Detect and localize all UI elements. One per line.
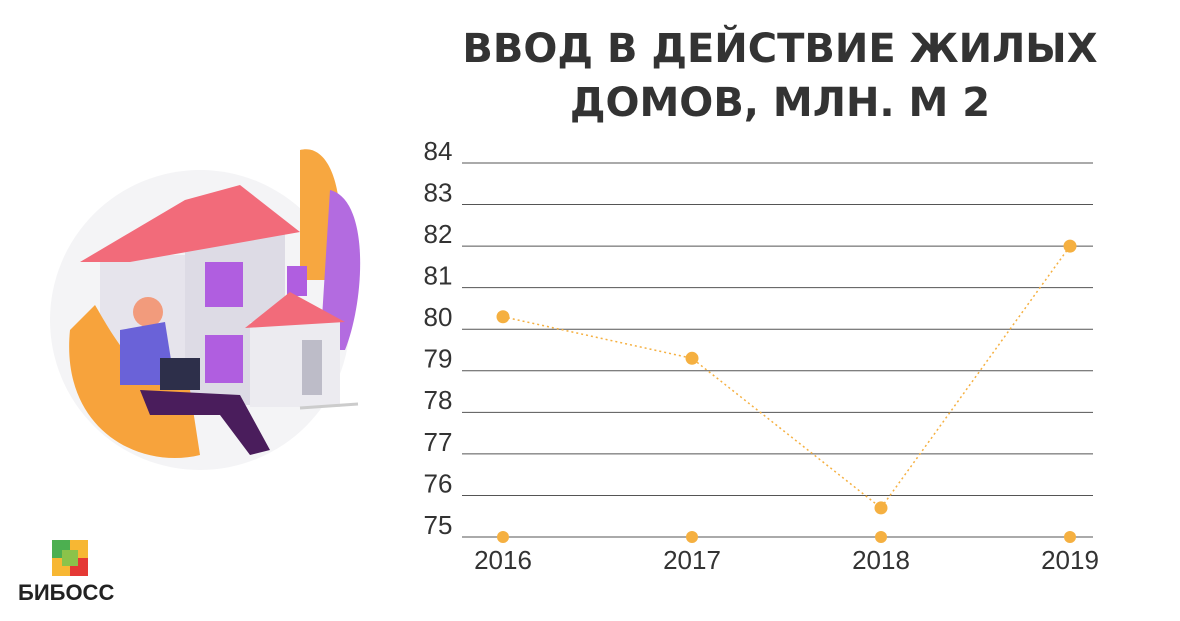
y-tick-label: 84 — [424, 136, 453, 166]
x-tick-label: 2016 — [474, 545, 532, 575]
x-tick-dot — [497, 531, 509, 543]
x-tick-dot — [875, 531, 887, 543]
chart-title: ВВОД В ДЕЙСТВИЕ ЖИЛЫХ ДОМОВ, МЛН. М 2 — [462, 26, 1098, 126]
x-tick-dot — [686, 531, 698, 543]
x-tick-label: 2019 — [1041, 545, 1099, 575]
x-tick-dot — [1064, 531, 1076, 543]
y-tick-label: 82 — [424, 219, 453, 249]
line — [502, 245, 1071, 509]
y-tick-label: 75 — [424, 510, 453, 540]
point — [874, 501, 888, 515]
x-tick-label: 2017 — [663, 545, 721, 575]
point — [1063, 239, 1077, 253]
x-tick-label: 2018 — [852, 545, 910, 575]
illustration — [50, 149, 361, 470]
y-tick-label: 77 — [424, 427, 453, 457]
y-tick-label: 83 — [424, 177, 453, 207]
logo-icon — [52, 540, 88, 576]
y-tick-label: 76 — [424, 468, 453, 498]
point — [685, 351, 699, 365]
y-tick-label: 79 — [424, 344, 453, 374]
y-tick-label: 78 — [424, 385, 453, 415]
y-tick-label: 81 — [424, 261, 453, 291]
logo-text: БИБОСС — [18, 580, 114, 605]
y-tick-label: 80 — [424, 302, 453, 332]
point — [496, 310, 510, 324]
